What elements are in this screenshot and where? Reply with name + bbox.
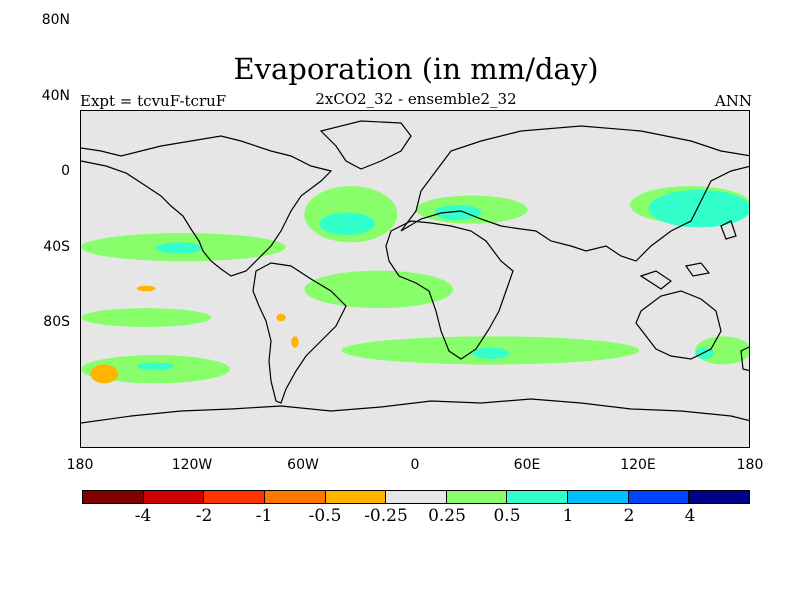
- plot-subtitle: 2xCO2_32 - ensemble2_32: [315, 90, 517, 108]
- experiment-label: Expt = tcvuF-tcruF: [80, 92, 227, 110]
- legend-color-box: [446, 491, 508, 503]
- coast-antarctica: [81, 398, 749, 424]
- legend-color-box: [568, 491, 629, 503]
- legend-label: 1: [562, 506, 574, 526]
- legend-color-box: [264, 491, 326, 503]
- lon-label: 180: [736, 457, 764, 473]
- evaporation-region: [136, 285, 156, 292]
- legend-label: -2: [195, 506, 213, 526]
- lon-label: 60W: [287, 457, 319, 473]
- season-label: ANN: [714, 92, 752, 110]
- coast-islands: [639, 220, 749, 372]
- color-legend-bar: [82, 490, 750, 504]
- legend-label: -4: [134, 506, 152, 526]
- legend-color-box: [689, 491, 750, 503]
- legend-color-box: [204, 491, 265, 503]
- plot-title: Evaporation (in mm/day): [233, 52, 599, 86]
- evaporation-region: [319, 212, 376, 235]
- legend-label: -0.5: [308, 506, 342, 526]
- lon-label: 180: [66, 457, 94, 473]
- evaporation-regions: [81, 186, 749, 384]
- legend-label: -0.25: [364, 506, 408, 526]
- evaporation-region: [434, 204, 482, 220]
- evaporation-region: [136, 362, 175, 371]
- lon-label: 120W: [171, 457, 213, 473]
- legend-color-box: [83, 491, 144, 503]
- legend-color-box: [628, 491, 690, 503]
- legend-label: 4: [684, 506, 696, 526]
- coast-south-america: [252, 262, 347, 404]
- legend-label: 2: [623, 506, 635, 526]
- lat-label: 40N: [41, 88, 70, 104]
- lon-label: 60E: [513, 457, 541, 473]
- lon-label: 120E: [620, 457, 656, 473]
- lat-label: 0: [61, 163, 70, 179]
- coastlines: [81, 120, 749, 424]
- evaporation-region: [81, 308, 212, 327]
- legend-color-box: [507, 491, 569, 503]
- coast-greenland: [319, 120, 412, 170]
- map-canvas: [81, 120, 749, 424]
- lat-label: 80N: [41, 12, 70, 28]
- map-plot-area: [80, 110, 750, 448]
- legend-color-box: [386, 491, 447, 503]
- evaporation-region: [155, 242, 202, 254]
- legend-color-box: [143, 491, 205, 503]
- lon-label: 0: [410, 457, 420, 473]
- evaporation-region: [276, 313, 286, 322]
- evaporation-region: [471, 347, 510, 359]
- lat-label: 40S: [43, 239, 70, 255]
- coast-australia: [635, 290, 722, 360]
- coast-africa: [385, 220, 514, 360]
- evaporation-region: [648, 189, 749, 228]
- legend-label: 0.5: [493, 506, 521, 526]
- legend-color-box: [325, 491, 387, 503]
- evaporation-region: [304, 270, 454, 309]
- legend-label: -1: [255, 506, 273, 526]
- legend-label: 0.25: [428, 506, 466, 526]
- lat-label: 80S: [43, 314, 70, 330]
- evaporation-region: [291, 336, 299, 348]
- coast-north-america: [81, 135, 333, 277]
- evaporation-region: [90, 364, 119, 384]
- coast-europe-asia: [400, 125, 749, 262]
